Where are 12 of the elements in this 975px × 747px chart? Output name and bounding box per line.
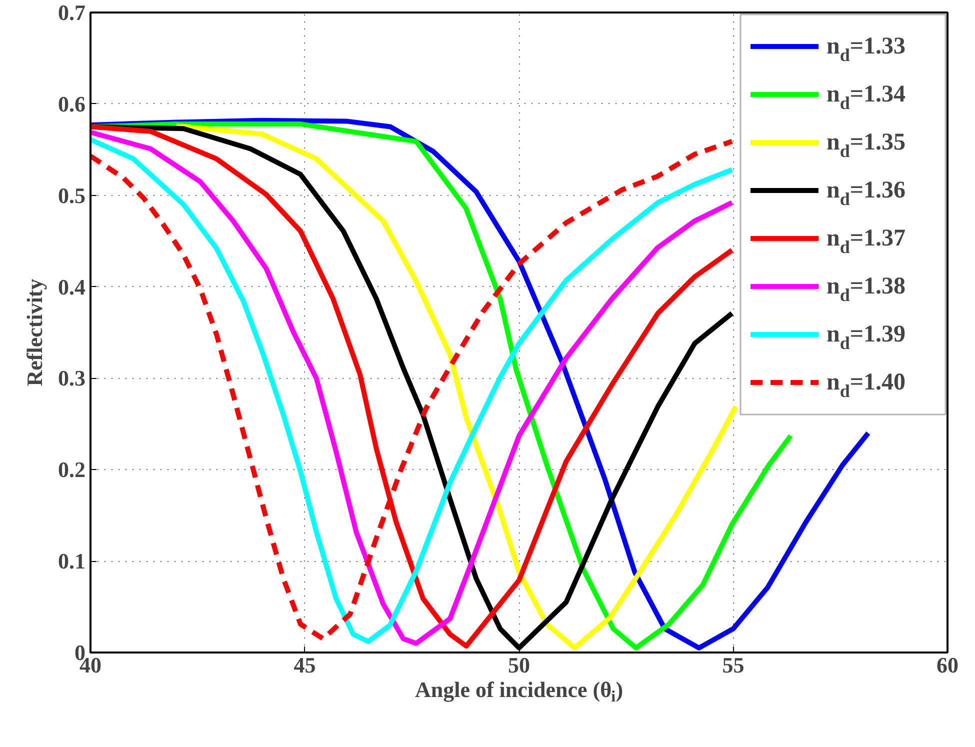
x-tick-label: 45 <box>294 652 316 678</box>
x-tick-label: 50 <box>508 652 530 678</box>
y-tick-label: 0.2 <box>58 457 86 482</box>
x-tick-label: 60 <box>936 652 958 678</box>
y-tick-label: 0.4 <box>58 274 86 300</box>
y-tick-label: 0.7 <box>58 0 86 25</box>
y-tick-label: 0.1 <box>58 548 86 574</box>
y-tick-label: 0.5 <box>58 182 86 208</box>
y-tick-label: 0.3 <box>58 366 86 391</box>
x-tick-label: 55 <box>722 652 744 678</box>
y-tick-label: 0.6 <box>58 91 86 116</box>
y-axis-title: Reflectivity <box>22 278 47 386</box>
